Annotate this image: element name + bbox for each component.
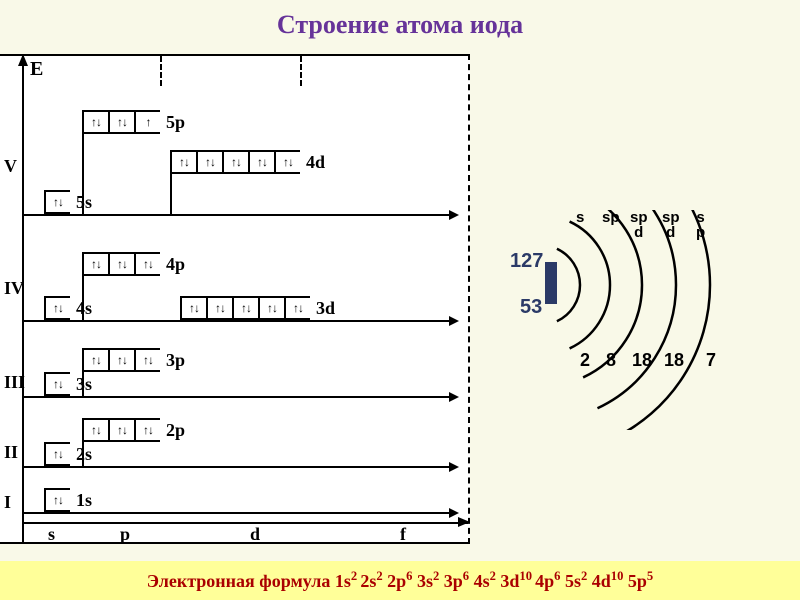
energy-axis-label: E bbox=[30, 58, 43, 81]
orbital-label: 3p bbox=[166, 350, 185, 371]
orbital-box: ↑↓ bbox=[82, 252, 108, 276]
orbital-box: ↑↓ bbox=[44, 488, 70, 512]
level-roman: II bbox=[4, 442, 18, 463]
orbital-3p: ↑↓↑↓↑↓3p bbox=[82, 348, 185, 372]
orbital-3d: ↑↓↑↓↑↓↑↓↑↓3d bbox=[180, 296, 335, 320]
orbital-4p: ↑↓↑↓↑↓4p bbox=[82, 252, 185, 276]
orbital-box: ↑ bbox=[134, 110, 160, 134]
level-roman: IV bbox=[4, 278, 24, 299]
shell-electron-count: 18 bbox=[664, 350, 684, 371]
level-line bbox=[22, 466, 457, 468]
orbital-box: ↑↓ bbox=[108, 252, 134, 276]
shell-sublevel-label: sp d bbox=[662, 210, 680, 240]
shell-sublevel-label: sp bbox=[602, 210, 620, 225]
orbital-box: ↑↓ bbox=[82, 348, 108, 372]
orbital-box: ↑↓ bbox=[108, 110, 134, 134]
level-line bbox=[22, 214, 457, 216]
shell-sublevel-label: sp d bbox=[630, 210, 648, 240]
shell-sublevel-label: s bbox=[576, 210, 584, 225]
sublevel-label: p bbox=[120, 524, 130, 545]
orbital-4d: ↑↓↑↓↑↓↑↓↑↓4d bbox=[170, 150, 325, 174]
orbital-label: 2p bbox=[166, 420, 185, 441]
level-line bbox=[22, 512, 457, 514]
level-line bbox=[22, 396, 457, 398]
orbital-label: 4s bbox=[76, 298, 92, 319]
shell-electron-count: 18 bbox=[632, 350, 652, 371]
orbital-box: ↑↓ bbox=[180, 296, 206, 320]
shell-electron-count: 2 bbox=[580, 350, 590, 371]
header: Строение атома иода bbox=[0, 0, 800, 46]
energy-diagram: E I↑↓1sII↑↓2s↑↓↑↓↑↓2pIII↑↓3s↑↓↑↓↑↓3pIV↑↓… bbox=[0, 54, 470, 544]
orbital-box: ↑↓ bbox=[134, 252, 160, 276]
orbital-box: ↑↓ bbox=[196, 150, 222, 174]
orbital-box: ↑↓ bbox=[258, 296, 284, 320]
sublevel-label: d bbox=[250, 524, 260, 545]
orbital-box: ↑↓ bbox=[44, 372, 70, 396]
orbital-box: ↑↓ bbox=[232, 296, 258, 320]
level-roman: I bbox=[4, 492, 11, 513]
shell-electron-count: 7 bbox=[706, 350, 716, 371]
bohr-model: 127 53 2s8sp18sp d18sp d7s p bbox=[500, 210, 790, 430]
orbital-box: ↑↓ bbox=[82, 110, 108, 134]
orbital-box: ↑↓ bbox=[284, 296, 310, 320]
level-line bbox=[22, 320, 457, 322]
electron-formula: Электронная формула 1s2 2s2 2p6 3s2 3p6 … bbox=[0, 561, 800, 600]
orbital-3s: ↑↓ 3s bbox=[44, 372, 92, 396]
level-roman: V bbox=[4, 156, 17, 177]
orbital-label: 4p bbox=[166, 254, 185, 275]
shell-sublevel-label: s p bbox=[696, 210, 705, 240]
orbital-label: 3d bbox=[316, 298, 335, 319]
orbital-box: ↑↓ bbox=[170, 150, 196, 174]
orbital-box: ↑↓ bbox=[44, 190, 70, 214]
orbital-box: ↑↓ bbox=[44, 442, 70, 466]
orbital-box: ↑↓ bbox=[108, 348, 134, 372]
page-title: Строение атома иода bbox=[0, 10, 800, 40]
orbital-2s: ↑↓ 2s bbox=[44, 442, 92, 466]
orbital-box: ↑↓ bbox=[206, 296, 232, 320]
orbital-box: ↑↓ bbox=[82, 418, 108, 442]
orbital-box: ↑↓ bbox=[274, 150, 300, 174]
orbital-box: ↑↓ bbox=[44, 296, 70, 320]
level-roman: III bbox=[4, 372, 25, 393]
orbital-5s: ↑↓ 5s bbox=[44, 190, 92, 214]
orbital-label: 5p bbox=[166, 112, 185, 133]
shell-electron-count: 8 bbox=[606, 350, 616, 371]
orbital-label: 3s bbox=[76, 374, 92, 395]
orbital-label: 4d bbox=[306, 152, 325, 173]
orbital-1s: ↑↓ 1s bbox=[44, 488, 92, 512]
orbital-label: 5s bbox=[76, 192, 92, 213]
orbital-box: ↑↓ bbox=[108, 418, 134, 442]
orbital-box: ↑↓ bbox=[222, 150, 248, 174]
orbital-box: ↑↓ bbox=[134, 418, 160, 442]
y-axis bbox=[22, 56, 24, 542]
orbital-box: ↑↓ bbox=[134, 348, 160, 372]
orbital-box: ↑↓ bbox=[248, 150, 274, 174]
sublevel-label: f bbox=[400, 524, 406, 545]
sublevel-label: s bbox=[48, 524, 55, 545]
orbital-4s: ↑↓ 4s bbox=[44, 296, 92, 320]
bohr-shells-svg bbox=[500, 210, 790, 430]
orbital-label: 2s bbox=[76, 444, 92, 465]
orbital-5p: ↑↓↑↓↑5p bbox=[82, 110, 185, 134]
orbital-label: 1s bbox=[76, 490, 92, 511]
orbital-2p: ↑↓↑↓↑↓2p bbox=[82, 418, 185, 442]
